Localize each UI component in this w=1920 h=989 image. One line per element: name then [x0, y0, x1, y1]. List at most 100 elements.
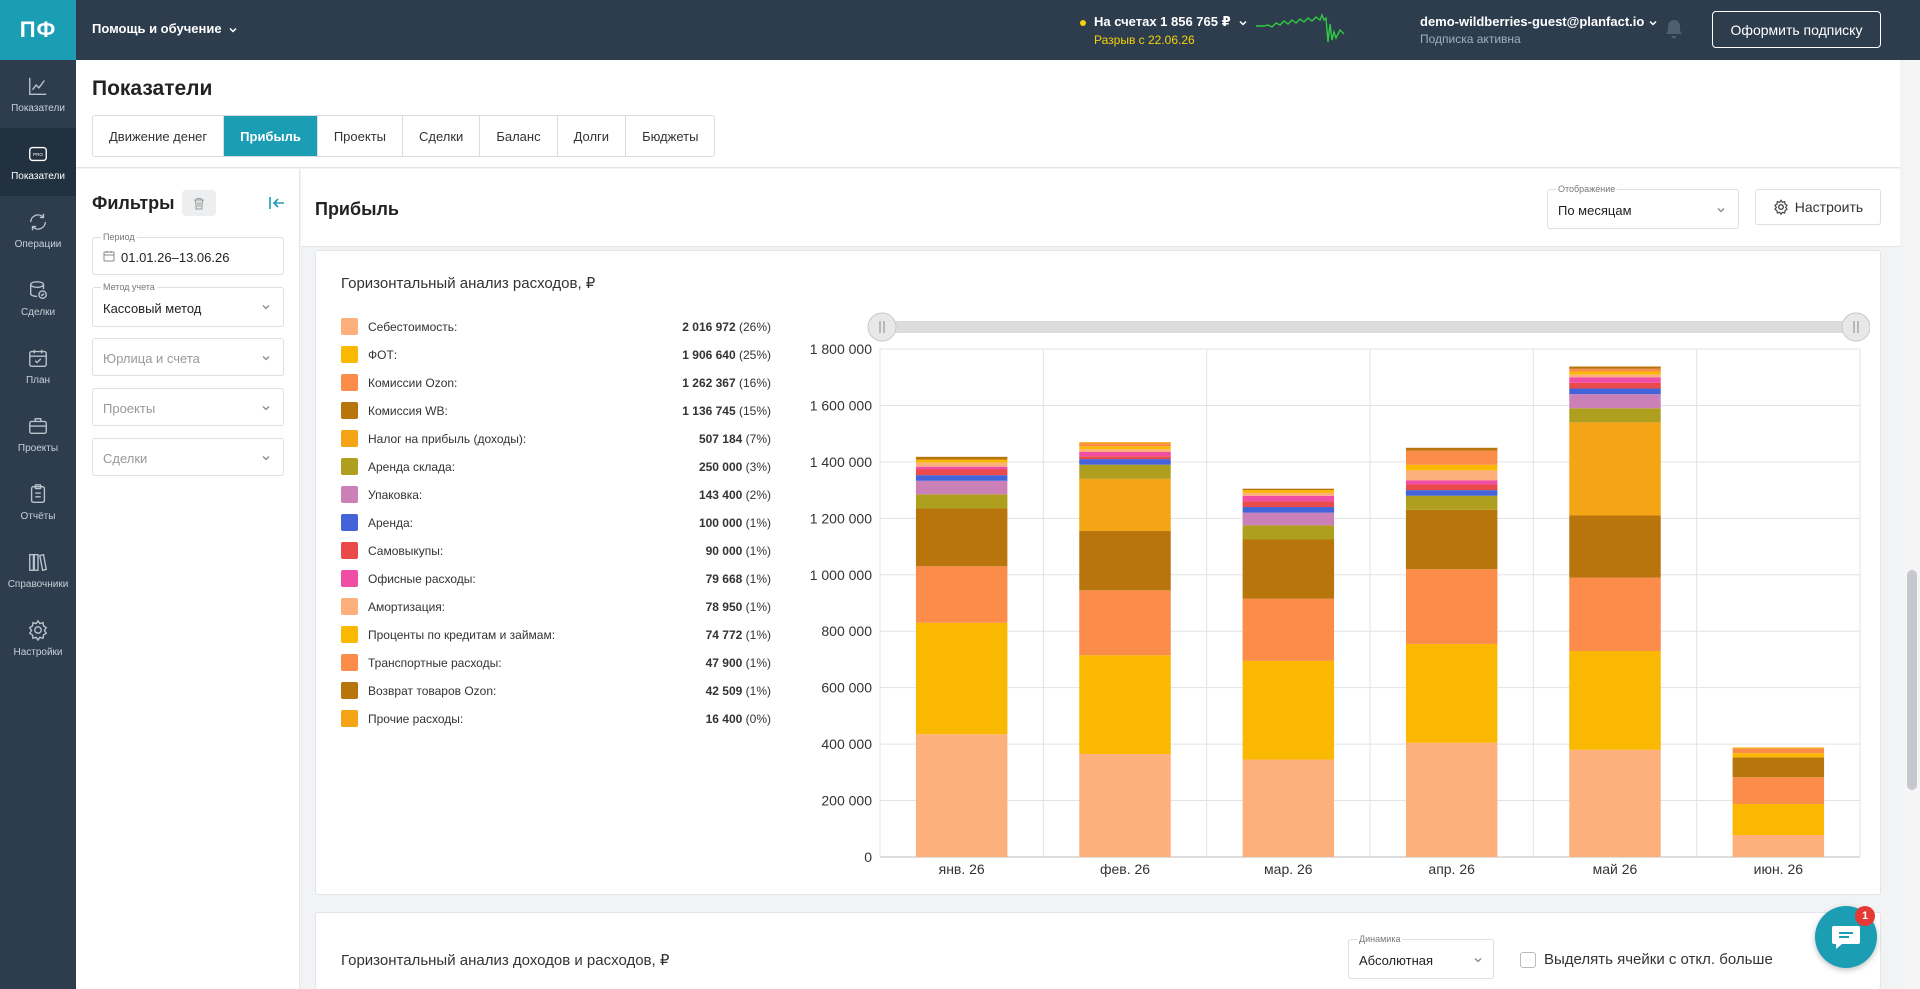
bar-segment[interactable] [1732, 834, 1825, 857]
bar-segment[interactable] [1405, 464, 1498, 471]
bar-segment[interactable] [1242, 759, 1335, 857]
bar-segment[interactable] [1569, 388, 1661, 395]
sidebar-item-indicators[interactable]: Показатели [0, 60, 76, 128]
range-slider-handle-start[interactable] [867, 312, 897, 342]
sidebar-item-deals[interactable]: Сделки [0, 264, 76, 332]
tab-profit[interactable]: Прибыль [224, 116, 318, 156]
bar-segment[interactable] [915, 459, 1008, 463]
legend-item[interactable]: Себестоимость: 2 016 972 (26%) [341, 316, 771, 344]
bar-segment[interactable] [1569, 377, 1661, 383]
bar-segment[interactable] [1569, 382, 1661, 389]
tab-cash-flow[interactable]: Движение денег [93, 116, 225, 156]
bar-segment[interactable] [1405, 509, 1498, 570]
bar-segment[interactable] [1569, 366, 1661, 369]
tab-projects[interactable]: Проекты [317, 116, 403, 156]
bar-segment[interactable] [1405, 450, 1498, 465]
legend-item[interactable]: Комиссии Ozon: 1 262 367 (16%) [341, 372, 771, 400]
legend-item[interactable]: ФОТ: 1 906 640 (25%) [341, 344, 771, 372]
bar-segment[interactable] [1079, 446, 1171, 450]
bar-segment[interactable] [1242, 490, 1335, 493]
bar-segment[interactable] [1242, 598, 1335, 661]
bar-segment[interactable] [1405, 569, 1498, 644]
tab-budgets[interactable]: Бюджеты [626, 116, 715, 156]
display-mode-select[interactable]: Отображение По месяцам [1547, 184, 1739, 229]
legend-item[interactable]: Транспортные расходы: 47 900 (1%) [341, 652, 771, 680]
tab-balance[interactable]: Баланс [480, 116, 558, 156]
bar-segment[interactable] [1405, 643, 1498, 743]
bar-segment[interactable] [1569, 515, 1661, 578]
bar-segment[interactable] [1079, 449, 1171, 453]
bar-segment[interactable] [1732, 753, 1825, 758]
legend-item[interactable]: Прочие расходы: 16 400 (0%) [341, 708, 771, 736]
bar-segment[interactable] [1079, 478, 1171, 532]
bar-segment[interactable] [1732, 777, 1825, 804]
bar-segment[interactable] [1079, 590, 1171, 656]
clear-filters-button[interactable] [182, 190, 216, 216]
tab-deals[interactable]: Сделки [403, 116, 481, 156]
bar-segment[interactable] [1405, 470, 1498, 481]
bar-segment[interactable] [1405, 484, 1498, 491]
scrollbar-thumb[interactable] [1907, 570, 1917, 790]
user-menu[interactable]: demo-wildberries-guest@planfact.io Подпи… [1420, 14, 1658, 46]
legend-item[interactable]: Комиссия WB: 1 136 745 (15%) [341, 400, 771, 428]
bar-segment[interactable] [1079, 531, 1171, 591]
bell-icon[interactable] [1664, 18, 1684, 40]
entities-accounts-select[interactable]: Юрлица и счета [92, 338, 284, 376]
bar-segment[interactable] [1242, 492, 1335, 496]
bar-segment[interactable] [1405, 495, 1498, 510]
bar-segment[interactable] [1079, 452, 1171, 457]
legend-item[interactable]: Самовыкупы: 90 000 (1%) [341, 540, 771, 568]
legend-item[interactable]: Аренда склада: 250 000 (3%) [341, 456, 771, 484]
bar-segment[interactable] [1242, 512, 1335, 526]
dynamics-select[interactable]: Динамика Абсолютная [1348, 934, 1494, 979]
period-field[interactable]: Период 01.01.26–13.06.26 [92, 232, 284, 275]
bar-segment[interactable] [915, 469, 1008, 476]
tab-debts[interactable]: Долги [557, 116, 627, 156]
sidebar-item-indicators-pro[interactable]: PRO Показатели [0, 128, 76, 196]
legend-item[interactable]: Амортизация: 78 950 (1%) [341, 596, 771, 624]
bar-segment[interactable] [915, 480, 1008, 495]
bar-segment[interactable] [915, 466, 1008, 470]
bar-segment[interactable] [1569, 422, 1661, 516]
bar-segment[interactable] [1405, 742, 1498, 857]
legend-item[interactable]: Упаковка: 143 400 (2%) [341, 484, 771, 512]
bar-segment[interactable] [1569, 749, 1661, 857]
bar-segment[interactable] [1242, 525, 1335, 540]
bar-segment[interactable] [915, 462, 1008, 467]
sidebar-item-operations[interactable]: Операции [0, 196, 76, 264]
bar-segment[interactable] [915, 622, 1008, 735]
bar-segment[interactable] [1242, 507, 1335, 513]
bar-segment[interactable] [1079, 655, 1171, 754]
accounting-method-select[interactable]: Метод учета Кассовый метод [92, 282, 284, 327]
range-slider-handle-end[interactable] [1841, 312, 1870, 342]
sidebar-item-reports[interactable]: Отчёты [0, 468, 76, 536]
configure-button[interactable]: Настроить [1755, 189, 1881, 225]
help-menu[interactable]: Помощь и обучение [92, 21, 238, 36]
collapse-panel-icon[interactable] [268, 195, 286, 211]
projects-select[interactable]: Проекты [92, 388, 284, 426]
subscribe-button[interactable]: Оформить подписку [1712, 11, 1881, 48]
highlight-deviation-checkbox[interactable] [1520, 952, 1536, 968]
bar-segment[interactable] [915, 508, 1008, 567]
bar-segment[interactable] [1569, 394, 1661, 409]
bar-segment[interactable] [1079, 456, 1171, 460]
bar-segment[interactable] [1079, 459, 1171, 465]
legend-item[interactable]: Аренда: 100 000 (1%) [341, 512, 771, 540]
bar-segment[interactable] [1242, 660, 1335, 760]
bar-segment[interactable] [1569, 650, 1661, 750]
bar-segment[interactable] [1242, 488, 1335, 491]
bar-segment[interactable] [1079, 443, 1171, 447]
bar-segment[interactable] [1242, 495, 1335, 502]
bar-segment[interactable] [915, 475, 1008, 481]
sidebar-item-plan[interactable]: План [0, 332, 76, 400]
bar-segment[interactable] [1569, 577, 1661, 651]
bar-segment[interactable] [1732, 747, 1825, 749]
bar-segment[interactable] [1242, 501, 1335, 508]
page-scrollbar[interactable] [1904, 60, 1920, 989]
bar-segment[interactable] [915, 456, 1008, 460]
bar-segment[interactable] [1242, 539, 1335, 599]
bar-segment[interactable] [1732, 757, 1825, 778]
bar-segment[interactable] [1569, 374, 1661, 378]
bar-segment[interactable] [1079, 753, 1171, 857]
legend-item[interactable]: Налог на прибыль (доходы): 507 184 (7%) [341, 428, 771, 456]
